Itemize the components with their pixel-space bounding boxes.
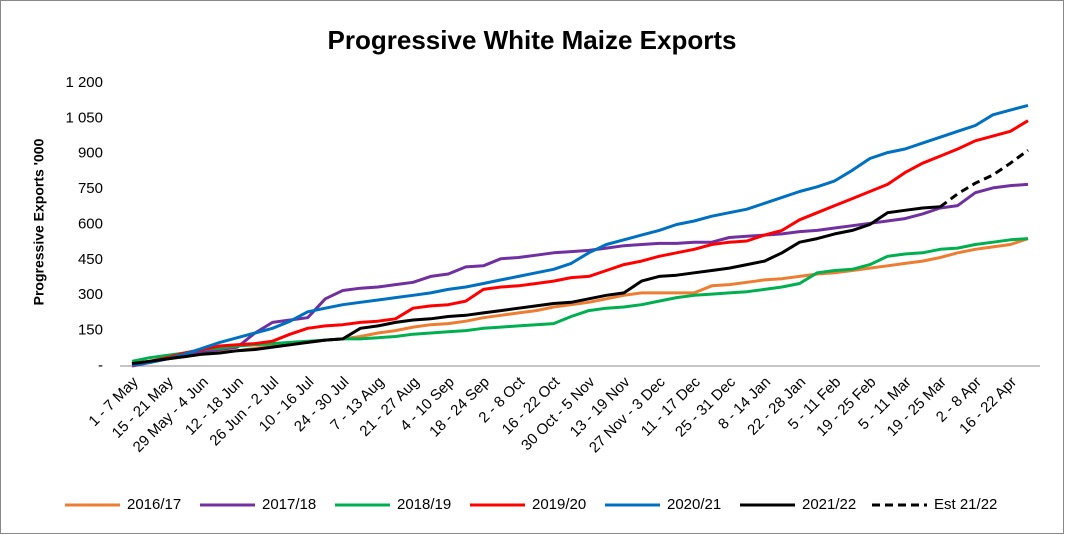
y-axis-label: Progressive Exports '000 <box>31 138 47 305</box>
y-tick-label: 900 <box>78 145 103 162</box>
series-line <box>131 205 941 366</box>
y-tick-label: 1 050 <box>65 109 103 126</box>
legend-label: 2016/17 <box>127 496 181 513</box>
legend-label: 2019/20 <box>532 496 586 513</box>
legend-label: 2020/21 <box>667 496 721 513</box>
y-tick-label: 450 <box>78 251 103 268</box>
y-tick-label: 1 200 <box>65 74 103 91</box>
legend-label: 2021/22 <box>802 496 856 513</box>
legend-label: Est 21/22 <box>934 496 997 513</box>
y-tick-label: 150 <box>78 322 103 339</box>
y-tick-label: 600 <box>78 215 103 232</box>
y-tick-label: 750 <box>78 180 103 197</box>
series-line <box>939 148 1029 209</box>
series-line <box>131 119 1029 366</box>
series-line <box>131 237 1029 363</box>
legend-label: 2017/18 <box>262 496 316 513</box>
y-tick-label: - <box>98 357 103 374</box>
y-tick-label: 300 <box>78 286 103 303</box>
chart-title: Progressive White Maize Exports <box>328 25 737 55</box>
legend-label: 2018/19 <box>397 496 451 513</box>
series-line <box>131 103 1029 367</box>
series-line <box>131 182 1029 368</box>
